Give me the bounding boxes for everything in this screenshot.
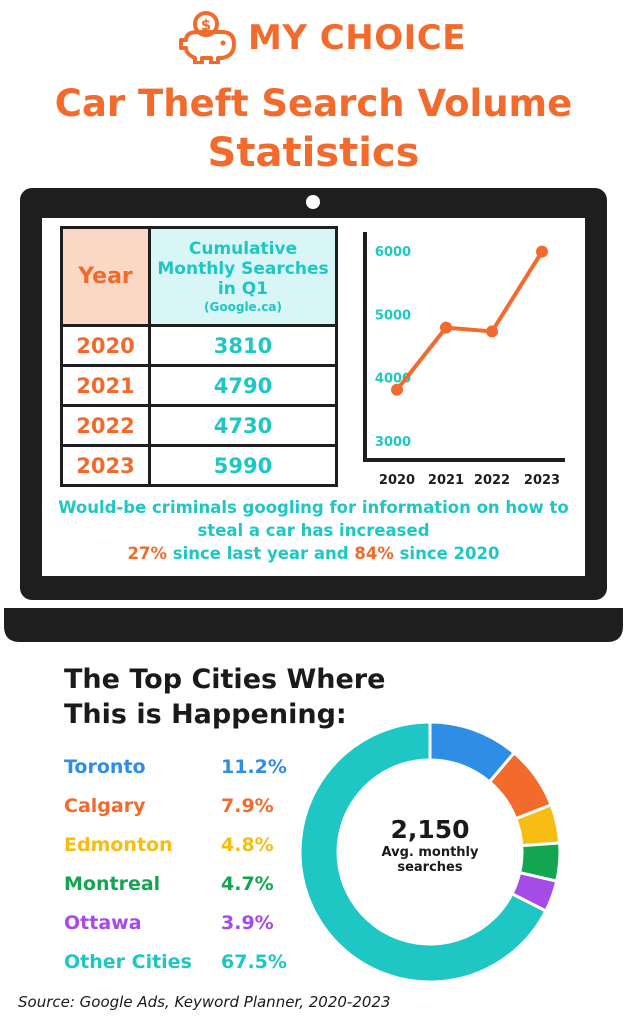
- donut-slice: [513, 802, 562, 848]
- table-cell-value: 5990: [148, 444, 338, 487]
- city-pct: 4.7%: [221, 873, 274, 895]
- table-row: 2022 4730: [60, 404, 338, 447]
- caption-text-3: since 2020: [399, 544, 500, 563]
- city-name: Toronto: [64, 756, 146, 778]
- table-cell-year: 2021: [60, 364, 151, 407]
- city-row: Other Cities 67.5%: [64, 951, 304, 981]
- city-pct: 11.2%: [221, 756, 287, 778]
- city-row: Ottawa 3.9%: [64, 912, 304, 942]
- caption-text-1: Would-be criminals googling for informat…: [58, 498, 569, 540]
- brand-header: $ MY CHOICE: [0, 8, 627, 68]
- donut-center-label-2: searches: [397, 860, 463, 875]
- donut-center: 2,150 Avg. monthly searches: [350, 815, 510, 875]
- table-header-row: Year Cumulative Monthly Searches in Q1 (…: [60, 226, 338, 327]
- table-cell-value: 4790: [148, 364, 338, 407]
- table-header-year: Year: [60, 226, 151, 327]
- search-volume-table: Year Cumulative Monthly Searches in Q1 (…: [60, 226, 338, 487]
- donut-slice: [487, 750, 554, 821]
- caption: Would-be criminals googling for informat…: [40, 496, 587, 565]
- table-header-source: (Google.ca): [204, 299, 282, 314]
- source-note: Source: Google Ads, Keyword Planner, 202…: [18, 993, 391, 1011]
- table-cell-value: 4730: [148, 404, 338, 447]
- table-cell-year: 2022: [60, 404, 151, 447]
- cities-title: The Top Cities Where This is Happening:: [64, 662, 385, 732]
- donut-center-label-1: Avg. monthly: [381, 845, 479, 860]
- city-pct: 4.8%: [221, 834, 274, 856]
- city-name: Ottawa: [64, 912, 142, 934]
- caption-pct-year: 27%: [127, 544, 168, 563]
- donut-slice: [428, 720, 517, 784]
- piggy-bank-dollar-icon: $: [179, 11, 236, 64]
- city-pct: 7.9%: [221, 795, 274, 817]
- table-cell-year: 2023: [60, 444, 151, 487]
- city-pct: 3.9%: [221, 912, 274, 934]
- webcam-icon: [306, 195, 320, 209]
- city-pct: 67.5%: [221, 951, 287, 973]
- city-name: Montreal: [64, 873, 161, 895]
- table-header-searches-label: Cumulative Monthly Searches in Q1: [157, 238, 329, 299]
- cities-title-line1: The Top Cities Where: [64, 664, 386, 695]
- city-name: Edmonton: [64, 834, 173, 856]
- page-title-line1: Car Theft Search Volume: [54, 82, 573, 125]
- donut-slice: [517, 841, 562, 883]
- table-header-searches: Cumulative Monthly Searches in Q1 (Googl…: [148, 226, 338, 327]
- brand-name: MY CHOICE: [248, 18, 466, 58]
- caption-text-2: since last year and: [172, 544, 349, 563]
- svg-text:$: $: [201, 16, 211, 34]
- city-row: Montreal 4.7%: [64, 873, 304, 903]
- table-row: 2021 4790: [60, 364, 338, 407]
- table-cell-year: 2020: [60, 324, 151, 367]
- city-name: Other Cities: [64, 951, 192, 973]
- donut-slice: [509, 870, 559, 914]
- table-row: 2020 3810: [60, 324, 338, 367]
- city-row: Toronto 11.2%: [64, 756, 304, 786]
- caption-pct-2020: 84%: [354, 544, 394, 563]
- donut-center-number: 2,150: [390, 815, 470, 844]
- table-cell-value: 3810: [148, 324, 338, 367]
- table-row: 2023 5990: [60, 444, 338, 487]
- city-row: Calgary 7.9%: [64, 795, 304, 825]
- page-title-line2: Statistics: [207, 130, 420, 176]
- cities-title-line2: This is Happening:: [64, 699, 347, 730]
- city-row: Edmonton 4.8%: [64, 834, 304, 864]
- city-name: Calgary: [64, 795, 146, 817]
